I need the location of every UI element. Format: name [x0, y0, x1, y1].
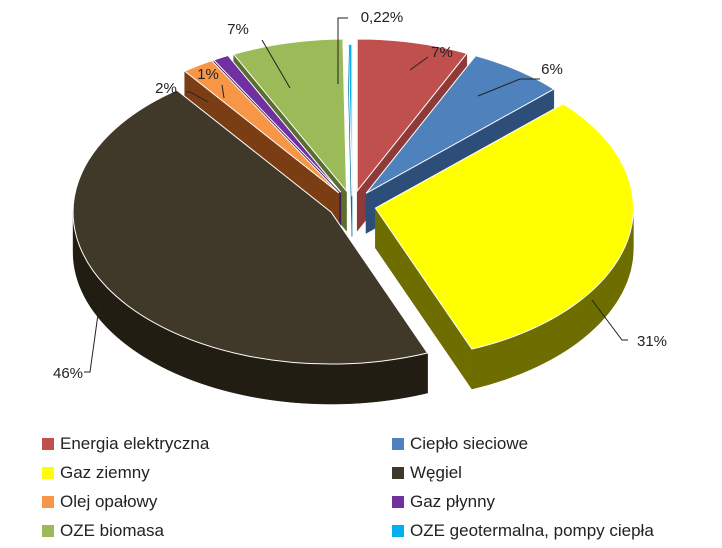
legend-label: OZE biomasa — [60, 520, 164, 540]
legend-item-wegiel: Węgiel — [392, 459, 722, 486]
legend-swatch — [392, 437, 404, 450]
pie-slice — [374, 103, 634, 350]
legend-label: Węgiel — [410, 462, 462, 482]
legend-swatch — [392, 466, 404, 479]
leader-line — [186, 91, 209, 103]
leader-line — [84, 299, 101, 373]
pie-slice — [72, 89, 429, 365]
legend-label: Energia elektryczna — [60, 433, 210, 453]
legend-label: OZE geotermalna, pompy ciepła — [410, 520, 654, 540]
data-label: 2% — [155, 80, 177, 97]
legend-item-oze-geotermalna: OZE geotermalna, pompy ciepła — [392, 517, 722, 544]
legend-label: Gaz płynny — [410, 491, 496, 511]
legend-swatch — [42, 437, 54, 450]
data-label: 6% — [541, 61, 563, 78]
pie-tops — [72, 38, 634, 365]
legend-label: Olej opałowy — [60, 491, 158, 511]
legend-label: Ciepło sieciowe — [410, 433, 529, 453]
pie-slice — [356, 38, 468, 193]
pie-slice — [365, 55, 555, 194]
legend: Energia elektryczna Ciepło sieciowe Gaz … — [42, 430, 722, 544]
data-label: 7% — [227, 21, 249, 38]
legend-item-oze-biomasa: OZE biomasa — [42, 517, 392, 544]
legend-swatch — [392, 495, 404, 508]
data-label: 46% — [53, 365, 83, 382]
leader-line — [409, 56, 429, 71]
leader-line — [221, 84, 225, 99]
legend-item-cieplo-sieciowe: Ciepło sieciowe — [392, 430, 722, 457]
legend-item-gaz-plynny: Gaz płynny — [392, 488, 722, 515]
pie-slice — [212, 54, 342, 193]
leader-line — [477, 78, 540, 97]
pie-slice — [347, 43, 353, 197]
leader-line — [337, 17, 348, 84]
data-label: 1% — [197, 66, 219, 83]
legend-item-gaz-ziemny: Gaz ziemny — [42, 459, 392, 486]
legend-swatch — [42, 495, 54, 508]
pie-slice — [232, 38, 347, 193]
data-labels: 7% 6% 31% 46% 2% 1% 7% 0,22% — [53, 9, 667, 382]
legend-swatch — [392, 524, 404, 537]
data-label: 0,22% — [361, 9, 404, 26]
legend-item-energia-elektryczna: Energia elektryczna — [42, 430, 392, 457]
data-label: 7% — [431, 44, 453, 61]
leader-line — [591, 299, 628, 341]
leader-line — [261, 39, 291, 89]
pie-chart: 7% 6% 31% 46% 2% 1% 7% 0,22% — [53, 9, 667, 405]
data-label: 31% — [637, 333, 667, 350]
legend-swatch — [42, 466, 54, 479]
legend-swatch — [42, 524, 54, 537]
legend-label: Gaz ziemny — [60, 462, 150, 482]
legend-item-olej-opalowy: Olej opałowy — [42, 488, 392, 515]
